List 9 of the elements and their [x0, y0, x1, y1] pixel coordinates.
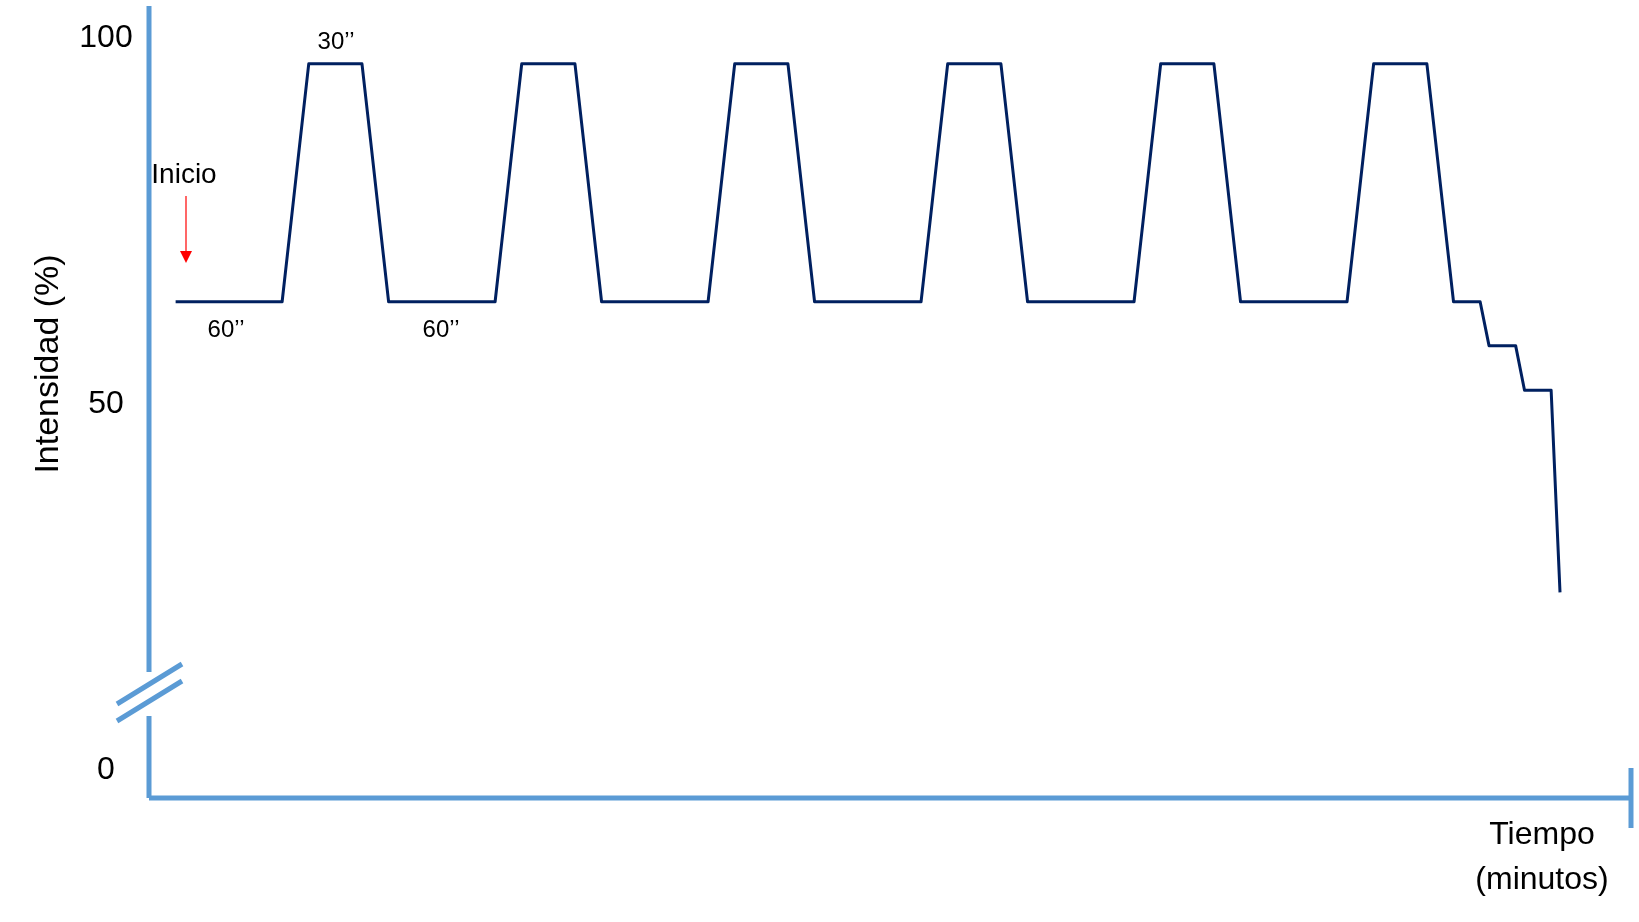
annotation: Inicio — [151, 157, 217, 189]
x-axis-title: Tiempo (minutos) — [1475, 815, 1609, 896]
y-axis-title: Intensidad (%) — [27, 254, 65, 474]
y-tick-label: 50 — [88, 384, 124, 421]
y-tick-label: 0 — [97, 750, 115, 787]
annotation: 30’’ — [317, 26, 355, 54]
annotation: 60’’ — [422, 314, 460, 342]
y-tick-label: 100 — [79, 18, 133, 55]
annotation: 60’’ — [207, 314, 245, 342]
